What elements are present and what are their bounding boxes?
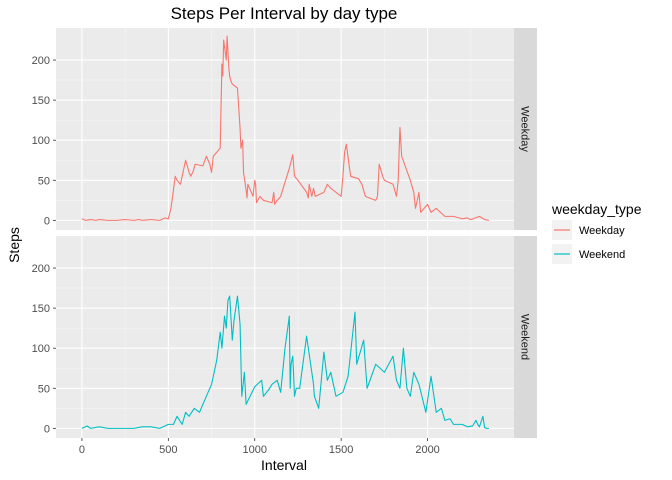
- facet-strip: [514, 28, 537, 230]
- legend-title: weekday_type: [551, 201, 642, 217]
- y-tick-label: 50: [38, 175, 50, 187]
- y-tick-label: 150: [32, 303, 50, 315]
- series-line-weekday: [81, 35, 490, 221]
- legend-item-weekend: Weekend: [552, 244, 625, 264]
- y-tick-label: 0: [44, 215, 50, 227]
- legend-items: Weekday Weekend: [552, 220, 625, 264]
- x-tick-label: 1000: [243, 444, 267, 456]
- facet-strip-label: Weekday: [519, 106, 531, 152]
- facet-strip-label: Weekend: [519, 314, 531, 360]
- panel-background: [56, 236, 514, 438]
- x-axis-title: Interval: [261, 457, 307, 473]
- legend: weekday_type Weekday Weekend: [551, 201, 642, 264]
- y-tick-label: 150: [32, 95, 50, 107]
- x-tick-label: 1500: [329, 444, 353, 456]
- facet-panel-weekday: 0 50 100 150 200 Weekday: [32, 28, 537, 230]
- y-tick-label: 100: [32, 135, 50, 147]
- legend-label: Weekday: [579, 225, 625, 237]
- legend-label: Weekend: [579, 249, 625, 261]
- x-tick-label: 500: [159, 444, 177, 456]
- y-tick-label: 0: [44, 423, 50, 435]
- facet-strip: [514, 236, 537, 438]
- series-line-weekend: [81, 295, 489, 429]
- y-tick-label: 100: [32, 343, 50, 355]
- y-tick-label: 200: [32, 263, 50, 275]
- x-tick-label: 2000: [415, 444, 439, 456]
- y-tick-label: 50: [38, 383, 50, 395]
- y-tick-label: 200: [32, 55, 50, 67]
- facet-panel-weekend: 0 50 100 150 200 Weekend: [32, 236, 537, 438]
- legend-item-weekday: Weekday: [552, 220, 625, 240]
- panel-background: [56, 28, 514, 230]
- y-axis-title: Steps: [6, 227, 22, 263]
- facet-panels: 0 50 100 150 200 Weekday 0 50 100 150 200 Weekend 0 5…: [32, 28, 537, 456]
- x-tick-label: 0: [79, 444, 85, 456]
- chart-title: Steps Per Interval by day type: [171, 4, 398, 23]
